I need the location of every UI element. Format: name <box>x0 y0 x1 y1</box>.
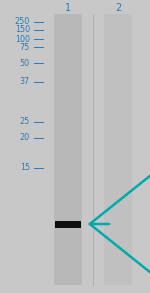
Text: 37: 37 <box>20 78 30 86</box>
Text: 2: 2 <box>115 3 121 13</box>
Text: 75: 75 <box>20 42 30 52</box>
Text: 1: 1 <box>65 3 71 13</box>
Bar <box>104 14 132 285</box>
Text: 150: 150 <box>15 25 30 35</box>
Text: 25: 25 <box>20 117 30 127</box>
Bar <box>55 222 81 226</box>
Text: 20: 20 <box>20 134 30 142</box>
Bar <box>54 14 82 285</box>
Text: 50: 50 <box>20 59 30 67</box>
Text: 100: 100 <box>15 35 30 43</box>
Text: 250: 250 <box>15 18 30 26</box>
Bar <box>55 221 81 227</box>
Text: 15: 15 <box>20 163 30 173</box>
